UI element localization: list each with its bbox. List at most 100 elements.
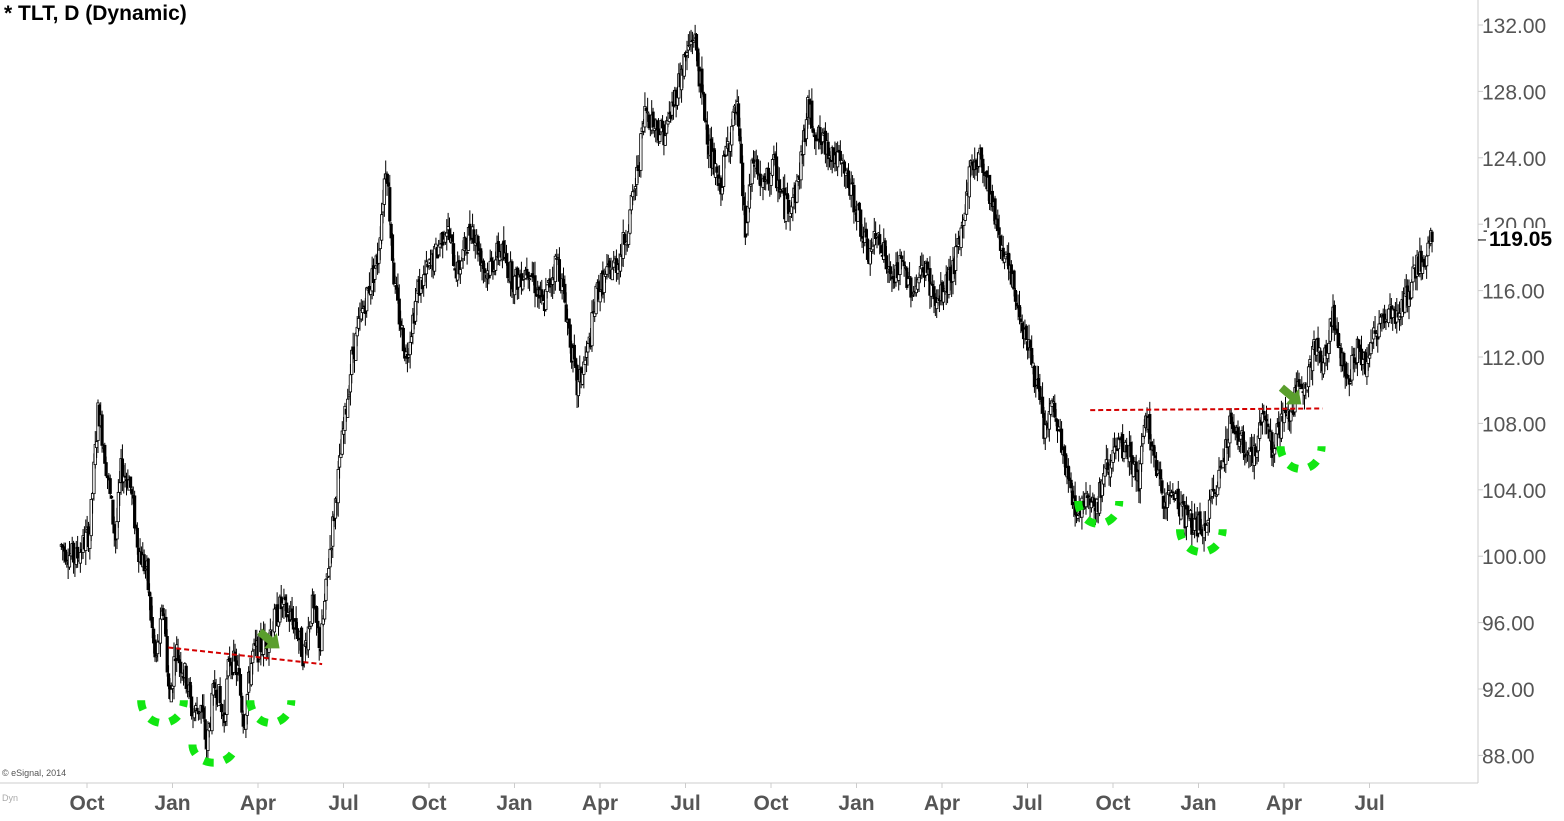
candle-body [883,240,887,257]
candle-body [203,719,207,740]
candle-body [549,284,553,287]
candle-body [1055,419,1060,432]
candle-body [602,273,606,293]
candle-body [314,605,319,623]
candle-body [147,591,152,597]
candle-body [901,260,905,262]
candle-body [1012,270,1016,290]
candle-body [373,267,377,280]
candle-body [115,520,119,540]
candle-body [153,639,157,658]
candle-body [488,260,492,276]
candle-body [1032,365,1037,388]
candle-body [1255,451,1259,458]
candle-body [381,203,385,213]
candle-body [386,182,391,187]
candle-body [1040,396,1045,414]
candle-body [1214,494,1218,497]
candle-body [347,394,351,398]
candle-body [348,374,353,393]
candle-body [751,159,756,164]
candle-body [921,267,925,273]
x-tick-label: Oct [411,792,446,815]
candle-body [1349,381,1353,384]
candle-body [1051,401,1056,404]
candle-body [494,259,498,271]
candle-body [1053,402,1057,418]
candle-body [1159,469,1163,480]
candle-body [738,128,742,142]
candle-body [1369,342,1373,355]
candle-body [1153,455,1157,458]
candle-body [173,658,177,662]
candle-body [1131,462,1136,477]
candle-body [327,568,331,577]
candle-body [321,618,325,625]
candle-body [658,134,662,143]
candle-body [785,193,790,200]
candle-body [206,729,210,751]
candle-body [1382,313,1387,324]
candle-body [166,673,171,687]
candle-body [1209,496,1213,499]
candle-body [1122,451,1126,459]
x-tick-label: Apr [240,792,276,815]
candle-body [1273,448,1277,455]
candle-body [838,150,842,162]
candle-body [541,294,545,302]
candle-body [354,333,358,361]
y-tick-label: 112.00 [1482,347,1545,370]
candle-body [1015,302,1019,307]
candle-body [396,287,400,301]
candle-body [179,661,183,674]
candle-body [1274,433,1278,449]
candle-body [1141,436,1145,445]
candle-body [742,196,746,206]
candle-body [464,237,468,250]
candle-body [651,111,655,128]
candle-body [605,266,609,275]
y-tick-label: 116.00 [1482,281,1545,304]
candle-body [1260,413,1265,423]
candle-body [331,516,335,547]
candle-body [1350,354,1354,381]
candle-body [100,414,104,446]
candle-body [401,327,405,352]
candle-body [150,616,154,629]
candle-body [864,228,868,238]
candle-body [720,187,724,195]
candle-body [226,659,230,677]
candle-body [1191,532,1195,535]
candle-body [804,119,809,140]
candle-body [700,68,704,93]
candle-body [1368,354,1372,359]
candle-body [530,273,534,277]
candle-body [1019,318,1023,322]
candle-body [1017,305,1022,318]
candle-body [1028,340,1032,348]
candle-body [219,703,224,713]
candle-body [299,627,304,657]
candle-body [865,238,870,260]
candle-body [799,151,803,181]
candle-body [161,608,165,617]
candle-body [290,608,294,620]
candle-body [643,106,647,128]
candle-body [1160,480,1164,494]
candle-body [190,696,194,717]
candle-body [1392,308,1396,311]
candle-body [320,623,324,652]
candle-body [302,644,306,664]
candle-body [306,626,310,651]
candle-body [142,554,146,572]
candle-body [818,127,822,143]
y-tick-label: 124.00 [1482,148,1546,171]
candle-body [1325,352,1330,359]
candle-body [158,618,163,644]
candle-body [811,128,815,133]
candle-body [584,351,589,358]
candle-body [583,359,587,365]
x-tick-label: Jul [328,792,358,815]
candle-body [483,268,487,274]
candle-body [95,441,99,449]
